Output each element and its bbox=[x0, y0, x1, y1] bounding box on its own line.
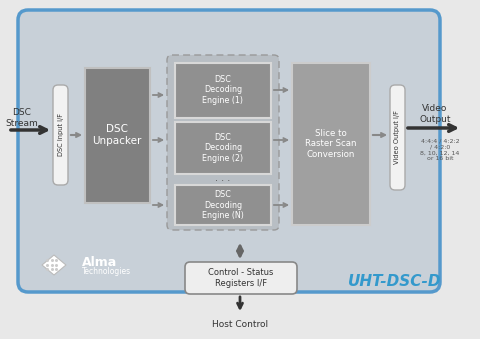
Text: Control - Status
Registers I/F: Control - Status Registers I/F bbox=[208, 268, 274, 288]
FancyBboxPatch shape bbox=[167, 55, 279, 230]
FancyBboxPatch shape bbox=[53, 85, 68, 185]
Bar bbox=[292, 63, 370, 225]
Text: DSC Input I/F: DSC Input I/F bbox=[58, 114, 63, 157]
Text: UHT-DSC-D: UHT-DSC-D bbox=[348, 275, 442, 290]
Bar bbox=[85, 68, 150, 203]
Text: Host Control: Host Control bbox=[212, 320, 268, 329]
Text: DSC
Decoding
Engine (1): DSC Decoding Engine (1) bbox=[203, 75, 243, 105]
Text: 4:4:4 / 4:2:2
/ 4:2:0
8, 10, 12, 14
or 16 bit: 4:4:4 / 4:2:2 / 4:2:0 8, 10, 12, 14 or 1… bbox=[420, 139, 460, 161]
FancyBboxPatch shape bbox=[390, 85, 405, 190]
FancyBboxPatch shape bbox=[185, 262, 297, 294]
Text: DSC
Unpacker: DSC Unpacker bbox=[92, 124, 142, 146]
FancyBboxPatch shape bbox=[18, 10, 440, 292]
Bar bbox=[175, 185, 271, 225]
Text: Video Output I/F: Video Output I/F bbox=[395, 110, 400, 164]
Text: Alma: Alma bbox=[82, 256, 117, 268]
Text: DSC
Decoding
Engine (N): DSC Decoding Engine (N) bbox=[202, 190, 244, 220]
Text: DSC
Stream: DSC Stream bbox=[6, 108, 38, 128]
Text: . . .: . . . bbox=[216, 173, 230, 183]
Text: Slice to
Raster Scan
Conversion: Slice to Raster Scan Conversion bbox=[305, 129, 357, 159]
Bar bbox=[175, 122, 271, 174]
Text: Video
Output: Video Output bbox=[419, 104, 451, 124]
Bar bbox=[175, 63, 271, 118]
Polygon shape bbox=[42, 255, 66, 275]
Text: Technologies: Technologies bbox=[82, 266, 131, 276]
Text: DSC
Decoding
Engine (2): DSC Decoding Engine (2) bbox=[203, 133, 243, 163]
